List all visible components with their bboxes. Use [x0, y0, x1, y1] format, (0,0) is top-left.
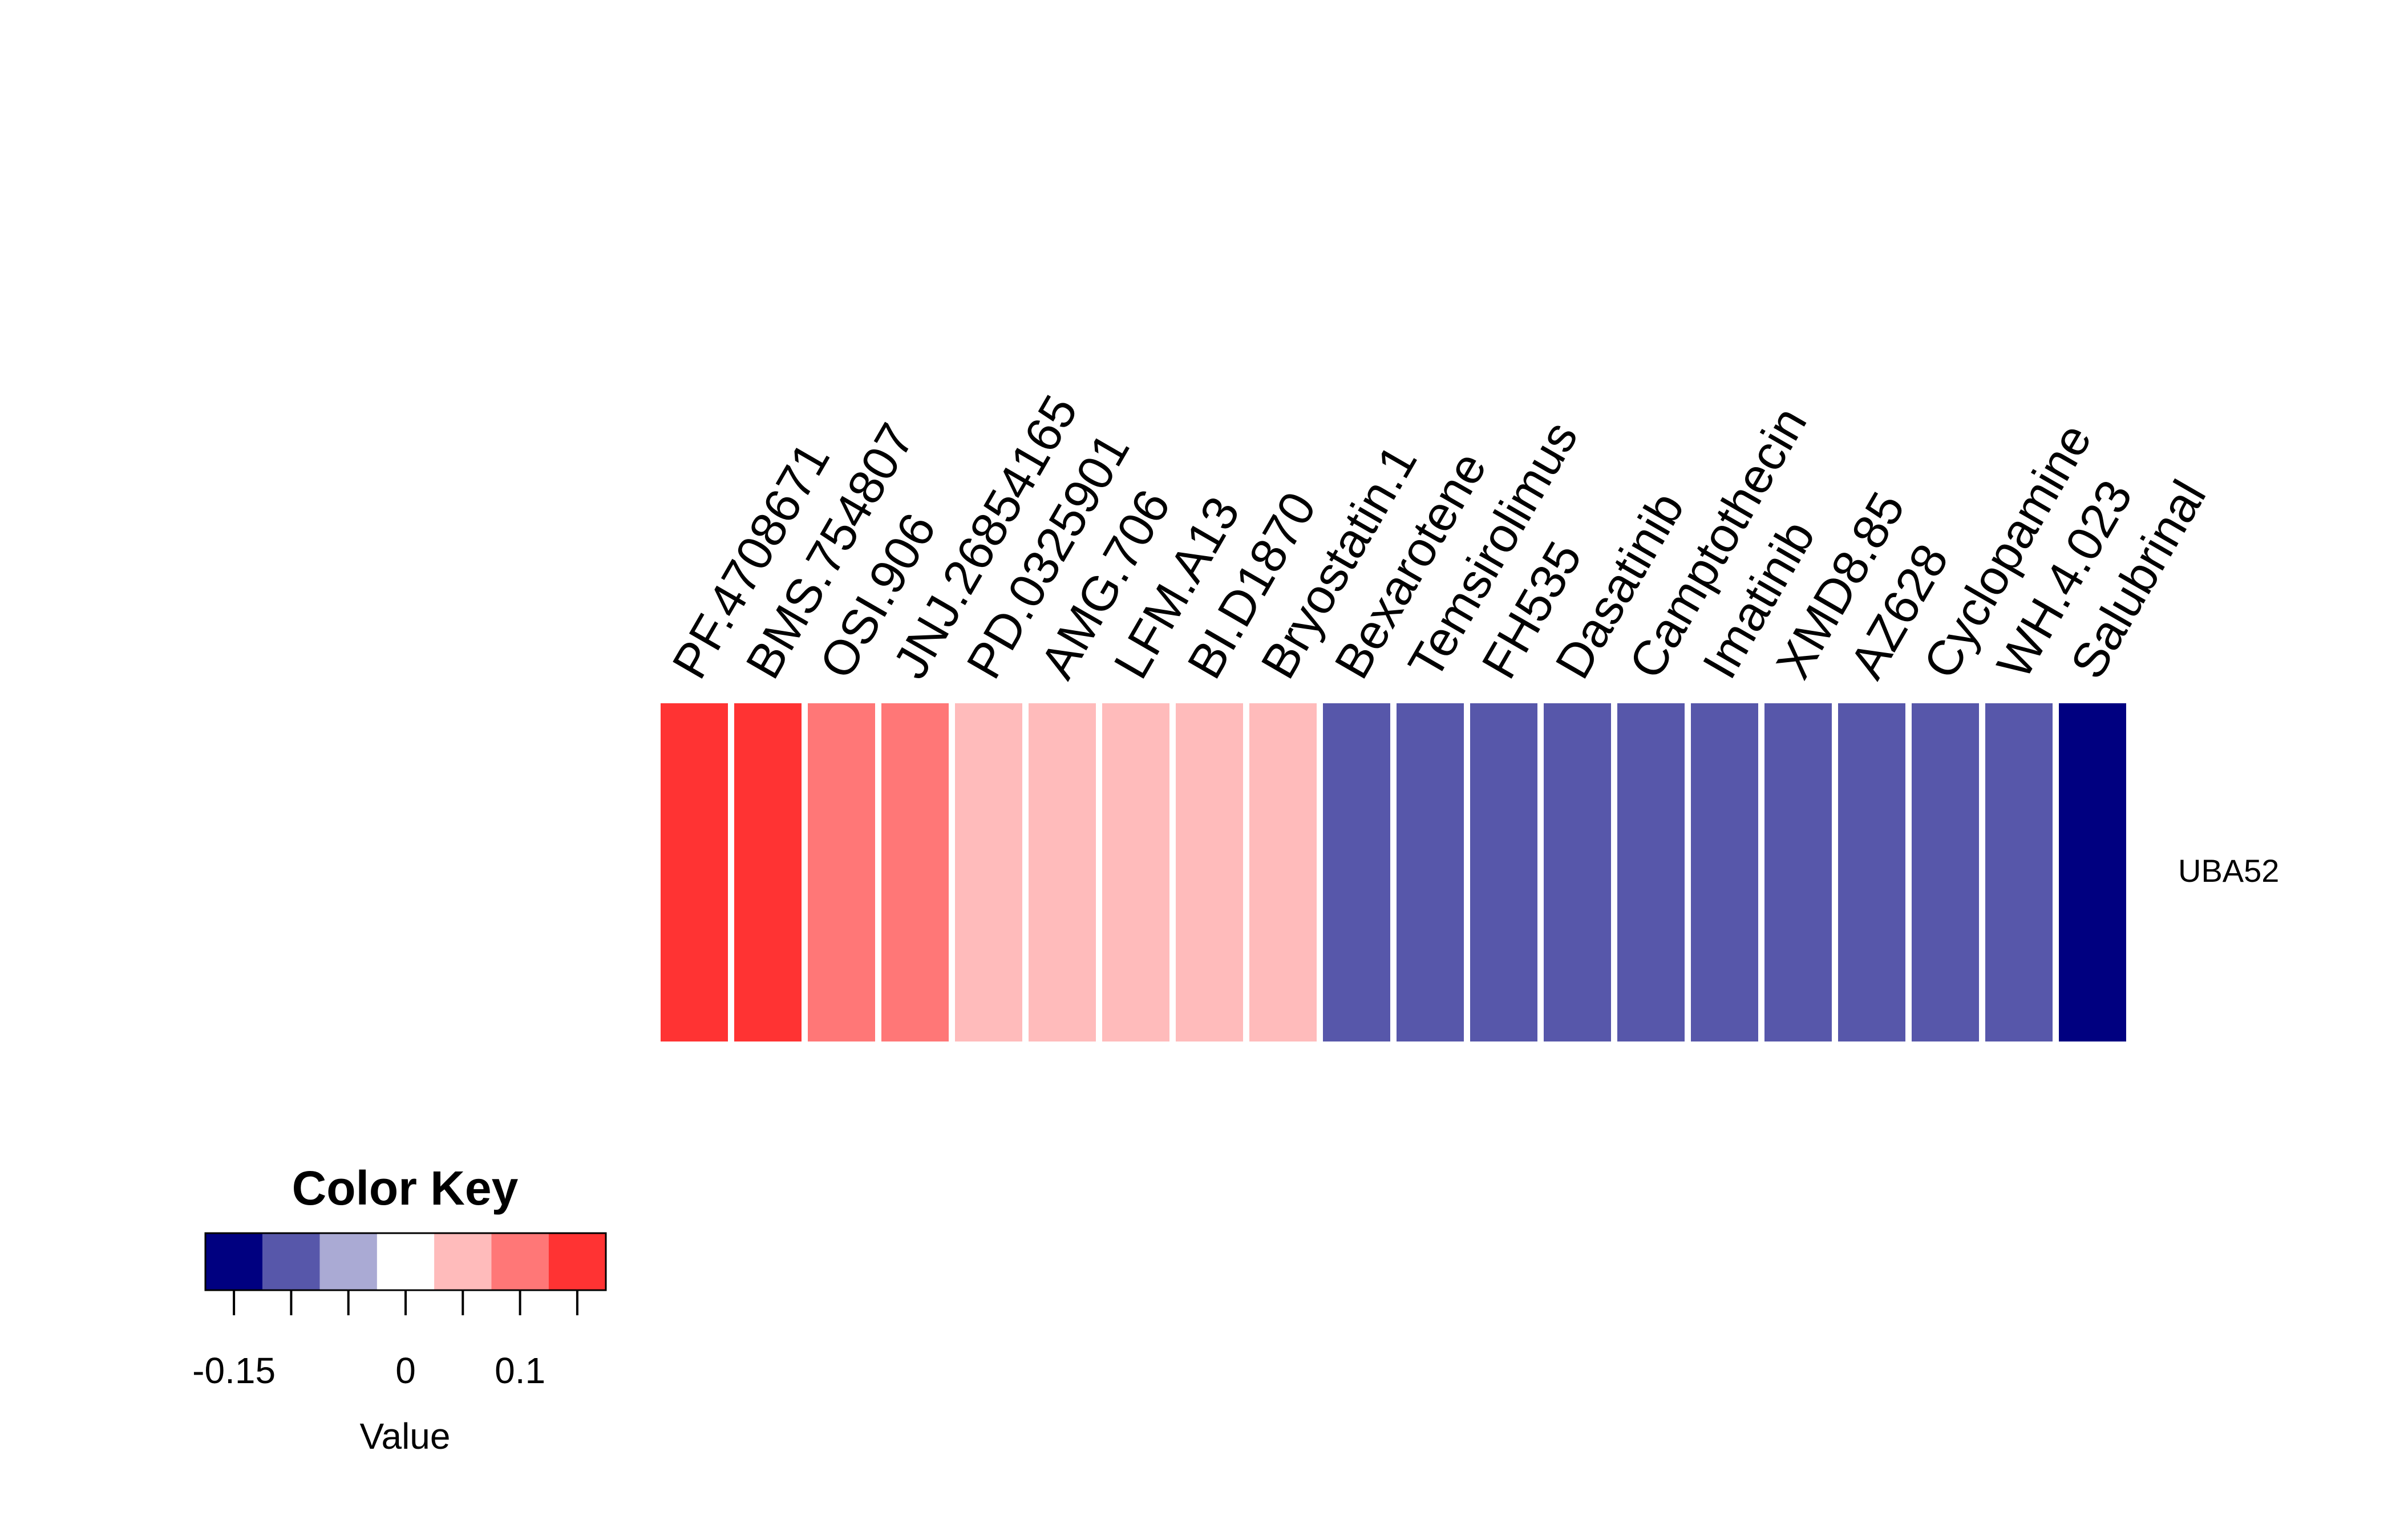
heatmap-cell — [1544, 703, 1611, 1041]
color-key-swatch — [434, 1233, 492, 1290]
color-key-tick-label: 0 — [395, 1350, 416, 1391]
color-key-swatch — [262, 1233, 320, 1290]
heatmap-cell — [1323, 703, 1390, 1041]
color-key-xlabel: Value — [360, 1416, 451, 1457]
color-key: Color Key -0.15 0 0.1 Value — [192, 1161, 607, 1457]
heatmap-cell — [1985, 703, 2053, 1041]
heatmap-cell — [1176, 703, 1243, 1041]
heatmap-cell — [1838, 703, 1905, 1041]
color-key-tick-label: -0.15 — [192, 1350, 276, 1391]
heatmap-cell — [1029, 703, 1096, 1041]
color-key-title: Color Key — [292, 1161, 519, 1215]
color-key-ticks — [233, 1290, 578, 1315]
heatmap-cell — [881, 703, 949, 1041]
column-labels: PF.4708671BMS.754807OSI.906JNJ.26854165P… — [662, 386, 2216, 687]
heatmap-cell — [1249, 703, 1317, 1041]
heatmap-cell — [955, 703, 1022, 1041]
heatmap-cell — [808, 703, 875, 1041]
color-key-tick-labels: -0.15 0 0.1 — [192, 1350, 545, 1391]
heatmap-cells — [661, 703, 2126, 1041]
row-label-uba52: UBA52 — [2178, 853, 2279, 889]
heatmap-cell — [1691, 703, 1758, 1041]
color-key-swatch — [491, 1233, 549, 1290]
heatmap-cell — [2059, 703, 2126, 1041]
color-key-swatch — [377, 1233, 435, 1290]
color-key-swatch — [205, 1233, 263, 1290]
heatmap-cell — [1617, 703, 1685, 1041]
heatmap-cell — [661, 703, 728, 1041]
heatmap-cell — [1912, 703, 1979, 1041]
heatmap-cell — [1470, 703, 1537, 1041]
color-key-swatches — [204, 1232, 607, 1291]
heatmap-cell — [1764, 703, 1832, 1041]
heatmap-cell — [1397, 703, 1464, 1041]
color-key-swatch — [319, 1233, 377, 1290]
heatmap-cell — [734, 703, 802, 1041]
color-key-swatch — [548, 1233, 606, 1290]
color-key-tick-label: 0.1 — [495, 1350, 545, 1391]
heatmap-cell — [1102, 703, 1169, 1041]
